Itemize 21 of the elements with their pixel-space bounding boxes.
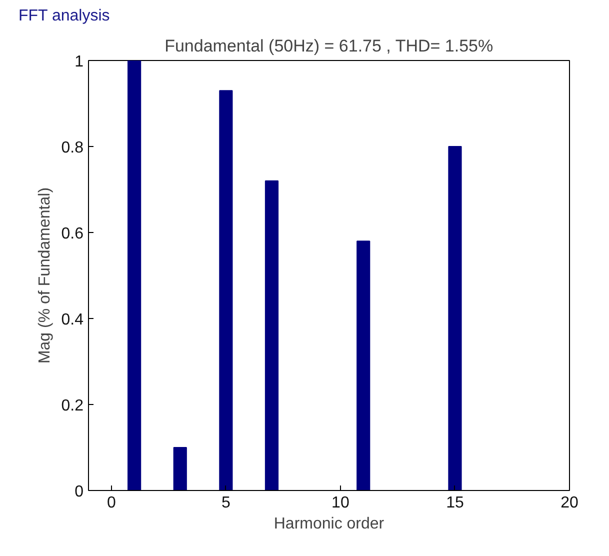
y-tick-label: 1 — [74, 54, 84, 70]
y-tick-label: 0.2 — [61, 398, 84, 414]
y-tick-label: 0.8 — [61, 140, 84, 156]
y-axis-title: Mag (% of Fundamental) — [36, 187, 54, 364]
x-tick-label: 0 — [106, 494, 116, 512]
bar — [356, 240, 370, 490]
bar — [448, 146, 462, 490]
x-tick-label: 10 — [332, 494, 350, 512]
y-tick-label: 0.6 — [61, 226, 84, 242]
y-tick-label: 0.4 — [61, 312, 84, 328]
bar — [173, 447, 187, 490]
bar — [264, 180, 279, 490]
bar — [219, 90, 233, 490]
x-tick-label: 5 — [221, 494, 230, 512]
x-tick-label: 20 — [560, 494, 578, 512]
bar — [128, 60, 142, 490]
chart-subtitle: Fundamental (50Hz) = 61.75 , THD= 1.55% — [164, 36, 494, 56]
y-tick-label: 0 — [74, 484, 84, 500]
x-tick-label: 15 — [446, 494, 464, 512]
chart-title: FFT analysis — [18, 8, 110, 24]
x-axis-title: Harmonic order — [274, 516, 385, 532]
